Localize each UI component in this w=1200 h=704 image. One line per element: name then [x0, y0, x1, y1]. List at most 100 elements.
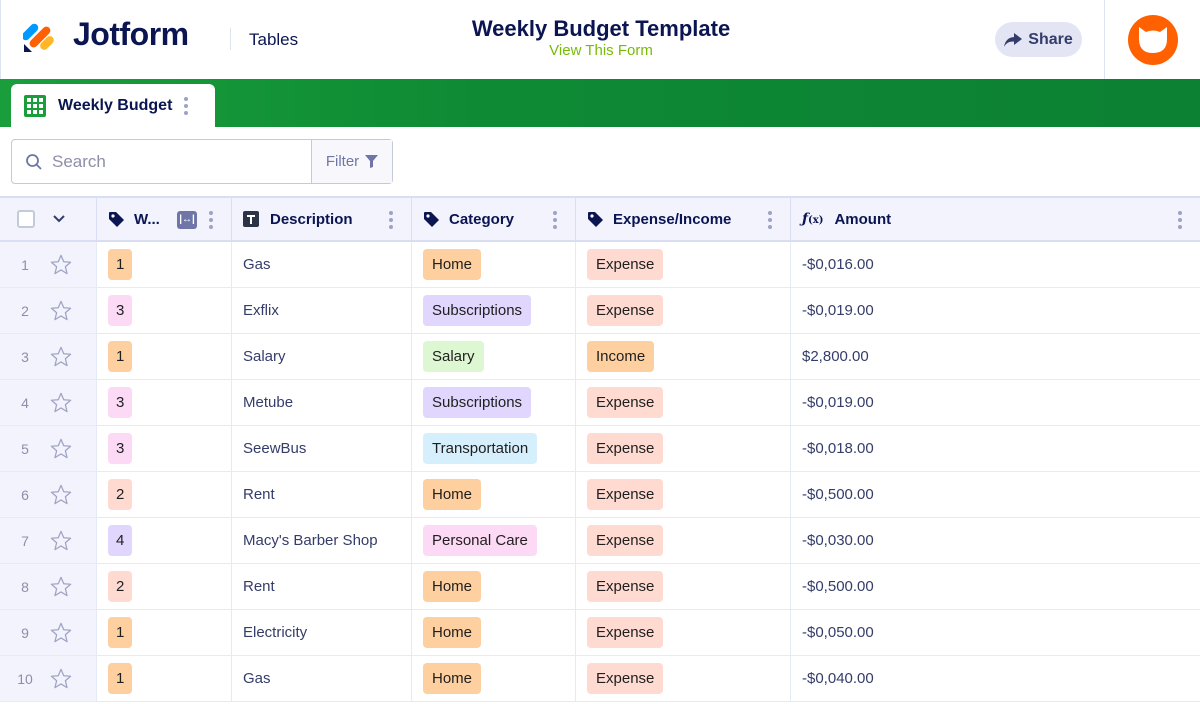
amount-cell[interactable]: -$0,030.00: [802, 532, 874, 549]
type-cell[interactable]: Expense: [576, 472, 791, 517]
week-cell[interactable]: 1: [97, 334, 232, 379]
table-row[interactable]: 3 1 Salary Salary Income $2,800.00: [0, 334, 1200, 380]
description-cell[interactable]: SeewBus: [232, 426, 412, 471]
column-menu-icon[interactable]: [1178, 211, 1182, 229]
star-icon[interactable]: [50, 576, 72, 597]
category-cell[interactable]: Home: [412, 610, 576, 655]
description-cell[interactable]: Electricity: [232, 610, 412, 655]
type-cell[interactable]: Expense: [576, 518, 791, 563]
category-cell[interactable]: Home: [412, 472, 576, 517]
description-cell[interactable]: Macy's Barber Shop: [232, 518, 412, 563]
column-header-category[interactable]: Category: [412, 198, 576, 240]
table-row[interactable]: 5 3 SeewBus Transportation Expense -$0,0…: [0, 426, 1200, 472]
type-cell[interactable]: Income: [576, 334, 791, 379]
amount-cell[interactable]: $2,800.00: [802, 348, 869, 365]
tab-weekly-budget[interactable]: Weekly Budget: [11, 84, 215, 127]
type-cell[interactable]: Expense: [576, 426, 791, 471]
category-cell[interactable]: Transportation: [412, 426, 576, 471]
type-cell[interactable]: Expense: [576, 610, 791, 655]
table-row[interactable]: 8 2 Rent Home Expense -$0,500.00: [0, 564, 1200, 610]
type-cell[interactable]: Expense: [576, 288, 791, 333]
amount-cell[interactable]: -$0,019.00: [802, 302, 874, 319]
type-cell[interactable]: Expense: [576, 380, 791, 425]
column-menu-icon[interactable]: [768, 211, 772, 229]
top-bar: Jotform Tables Weekly Budget Template Vi…: [0, 0, 1200, 79]
week-cell[interactable]: 4: [97, 518, 232, 563]
brand-name[interactable]: Jotform: [73, 16, 189, 52]
category-cell[interactable]: Home: [412, 656, 576, 701]
category-badge: Personal Care: [423, 525, 537, 556]
description-cell[interactable]: Salary: [232, 334, 412, 379]
description-cell[interactable]: Metube: [232, 380, 412, 425]
star-icon[interactable]: [50, 346, 72, 367]
column-menu-icon[interactable]: [209, 211, 213, 229]
column-header-amount[interactable]: ƒ(x) Amount: [791, 198, 1200, 240]
avatar[interactable]: [1128, 15, 1178, 65]
star-icon[interactable]: [50, 668, 72, 689]
week-cell[interactable]: 3: [97, 426, 232, 471]
view-form-link[interactable]: View This Form: [549, 42, 653, 59]
week-cell[interactable]: 3: [97, 288, 232, 333]
amount-cell[interactable]: -$0,040.00: [802, 670, 874, 687]
star-icon[interactable]: [50, 530, 72, 551]
amount-cell[interactable]: -$0,500.00: [802, 578, 874, 595]
row-index-cell: 10: [0, 656, 97, 701]
type-cell[interactable]: Expense: [576, 564, 791, 609]
week-badge: 1: [108, 341, 133, 372]
table-row[interactable]: 1 1 Gas Home Expense -$0,016.00: [0, 242, 1200, 288]
search-input[interactable]: Search: [12, 140, 311, 183]
select-all-checkbox[interactable]: [17, 210, 35, 228]
description-cell[interactable]: Exflix: [232, 288, 412, 333]
star-icon[interactable]: [50, 392, 72, 413]
description-cell[interactable]: Gas: [232, 242, 412, 287]
description-cell[interactable]: Rent: [232, 564, 412, 609]
amount-cell[interactable]: -$0,050.00: [802, 624, 874, 641]
week-cell[interactable]: 1: [97, 610, 232, 655]
share-button[interactable]: Share: [995, 22, 1082, 57]
column-header-description[interactable]: Description: [232, 198, 412, 240]
category-cell[interactable]: Salary: [412, 334, 576, 379]
type-cell[interactable]: Expense: [576, 242, 791, 287]
jotform-logo-icon[interactable]: [23, 18, 57, 54]
type-badge: Expense: [587, 663, 664, 694]
category-cell[interactable]: Subscriptions: [412, 288, 576, 333]
chevron-down-icon[interactable]: [53, 215, 65, 223]
table-row[interactable]: 6 2 Rent Home Expense -$0,500.00: [0, 472, 1200, 518]
type-cell[interactable]: Expense: [576, 656, 791, 701]
week-cell[interactable]: 2: [97, 564, 232, 609]
table-row[interactable]: 7 4 Macy's Barber Shop Personal Care Exp…: [0, 518, 1200, 564]
star-icon[interactable]: [50, 254, 72, 275]
week-cell[interactable]: 2: [97, 472, 232, 517]
amount-cell[interactable]: -$0,019.00: [802, 394, 874, 411]
description-cell[interactable]: Gas: [232, 656, 412, 701]
table-row[interactable]: 4 3 Metube Subscriptions Expense -$0,019…: [0, 380, 1200, 426]
product-name[interactable]: Tables: [249, 30, 299, 49]
column-label: W...: [134, 210, 160, 228]
category-cell[interactable]: Home: [412, 564, 576, 609]
amount-cell[interactable]: -$0,500.00: [802, 486, 874, 503]
column-header-expense-income[interactable]: Expense/Income: [576, 198, 791, 240]
column-menu-icon[interactable]: [553, 211, 557, 229]
column-header-week[interactable]: W... |↔|: [97, 198, 232, 240]
week-cell[interactable]: 1: [97, 656, 232, 701]
week-cell[interactable]: 1: [97, 242, 232, 287]
category-cell[interactable]: Subscriptions: [412, 380, 576, 425]
table-row[interactable]: 2 3 Exflix Subscriptions Expense -$0,019…: [0, 288, 1200, 334]
description-cell[interactable]: Rent: [232, 472, 412, 517]
star-icon[interactable]: [50, 438, 72, 459]
star-icon[interactable]: [50, 300, 72, 321]
filter-button[interactable]: Filter: [311, 140, 392, 183]
tab-more-icon[interactable]: [184, 96, 189, 115]
table-row[interactable]: 10 1 Gas Home Expense -$0,040.00: [0, 656, 1200, 702]
category-cell[interactable]: Personal Care: [412, 518, 576, 563]
week-cell[interactable]: 3: [97, 380, 232, 425]
star-icon[interactable]: [50, 622, 72, 643]
amount-cell[interactable]: -$0,016.00: [802, 256, 874, 273]
column-menu-icon[interactable]: [389, 211, 393, 229]
table-row[interactable]: 9 1 Electricity Home Expense -$0,050.00: [0, 610, 1200, 656]
star-icon[interactable]: [50, 484, 72, 505]
category-cell[interactable]: Home: [412, 242, 576, 287]
column-expand-icon[interactable]: |↔|: [177, 211, 197, 229]
week-badge: 4: [108, 525, 133, 556]
amount-cell[interactable]: -$0,018.00: [802, 440, 874, 457]
